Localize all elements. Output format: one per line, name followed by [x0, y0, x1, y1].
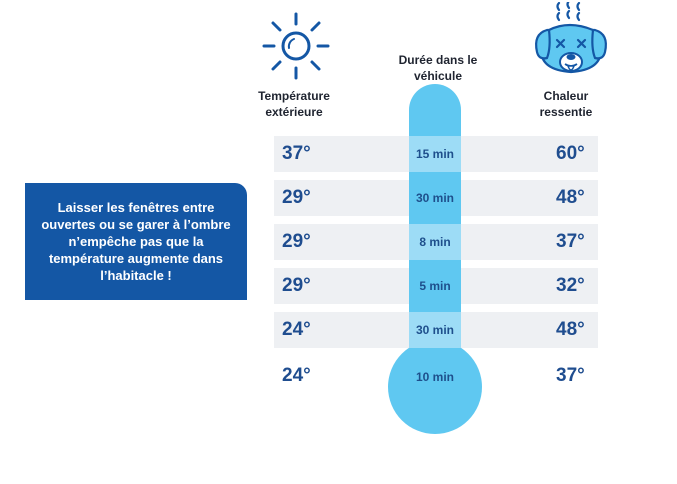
felt-heat-value: 60°: [556, 143, 585, 164]
header-duration: Durée dans le véhicule: [398, 53, 478, 83]
duration-value: 30 min: [415, 191, 454, 205]
duration-value: 5 min: [419, 279, 451, 293]
felt-heat-value: 48°: [556, 187, 585, 208]
felt-heat-value: 37°: [556, 231, 585, 252]
overheated-dog-icon: [535, 2, 607, 74]
thermometer-segment: [409, 312, 461, 348]
felt-heat-value: 48°: [556, 319, 585, 340]
thermometer-segment: [409, 136, 461, 172]
duration-value: 10 min: [415, 370, 454, 384]
sun-icon: [262, 12, 330, 80]
warning-callout: Laisser les fenêtres entre ouvertes ou s…: [25, 183, 247, 300]
felt-heat-value: 37°: [556, 365, 585, 386]
thermometer-bulb: [388, 340, 482, 434]
thermometer-segment: [409, 224, 461, 260]
header-outside-temp: Température extérieure: [258, 89, 330, 119]
outside-temp-value: 29°: [282, 187, 311, 208]
header-felt-heat: Chaleur ressentie: [539, 89, 593, 119]
outside-temp-value: 29°: [282, 231, 311, 252]
duration-value: 15 min: [415, 147, 454, 161]
callout-text: Laisser les fenêtres entre ouvertes ou s…: [41, 200, 231, 283]
felt-heat-value: 32°: [556, 275, 585, 296]
outside-temp-value: 29°: [282, 275, 311, 296]
duration-value: 30 min: [415, 323, 454, 337]
outside-temp-value: 24°: [282, 319, 311, 340]
outside-temp-value: 37°: [282, 143, 311, 164]
outside-temp-value: 24°: [282, 365, 311, 386]
duration-value: 8 min: [419, 235, 451, 249]
